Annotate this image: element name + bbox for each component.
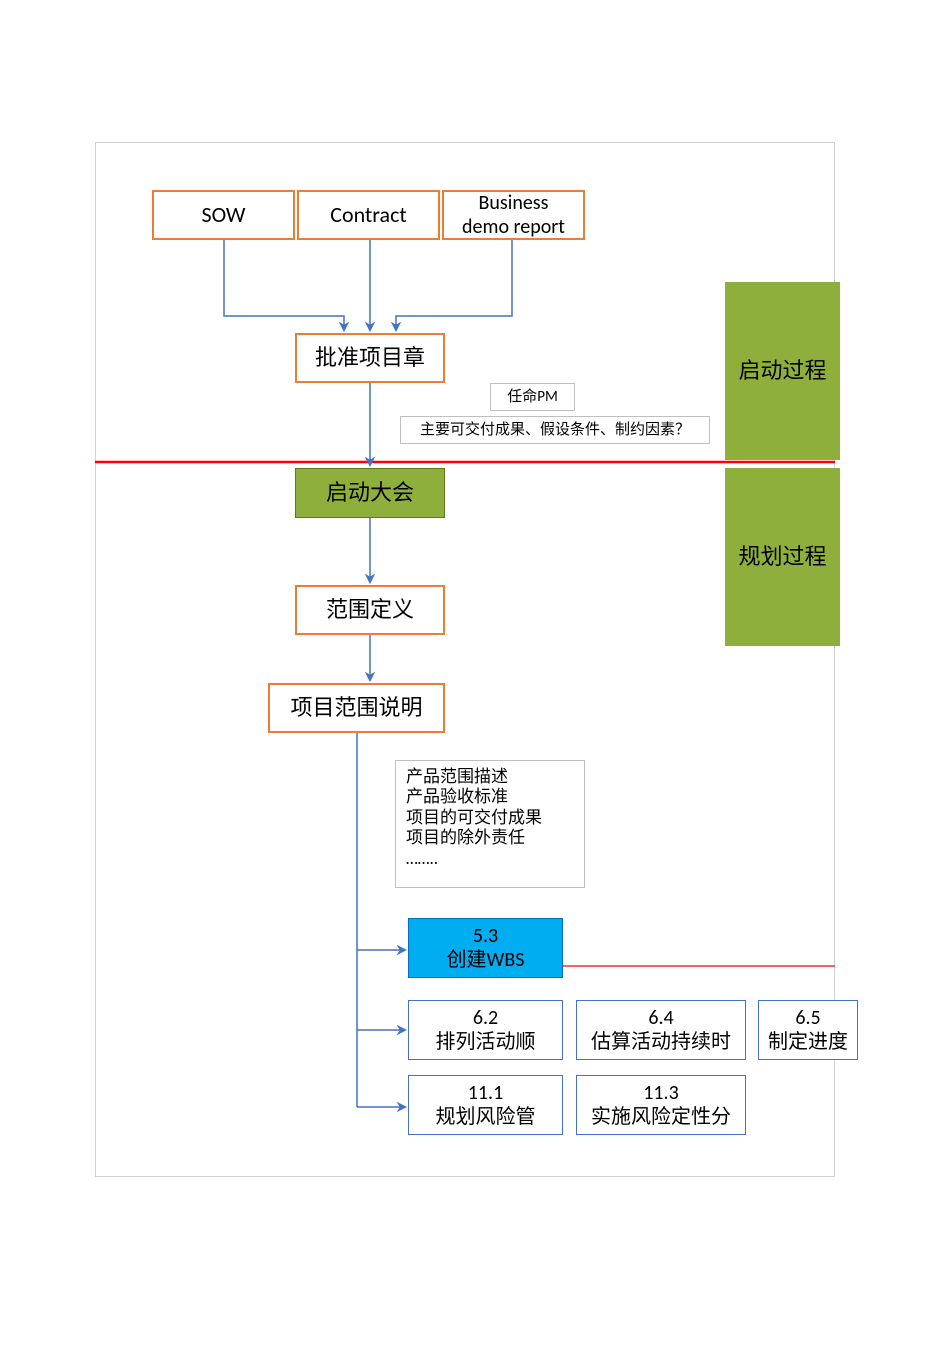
node-dur: 6.4 估算活动持续时 — [576, 1000, 746, 1060]
node-seq: 6.2 排列活动顺 — [408, 1000, 563, 1060]
node-riskqual: 11.3 实施风险定性分 — [576, 1075, 746, 1135]
node-charter: 批准项目章 — [295, 333, 445, 383]
node-pm: 任命PM — [490, 383, 575, 411]
node-riskplan: 11.1 规划风险管 — [408, 1075, 563, 1135]
node-scope-items: 产品范围描述 产品验收标准 项目的可交付成果 项目的除外责任 …….. — [395, 760, 585, 888]
node-deliv: 主要可交付成果、假设条件、制约因素？ — [400, 416, 710, 444]
node-wbs: 5.3 创建WBS — [408, 918, 563, 978]
node-sched: 6.5 制定进度 — [758, 1000, 858, 1060]
node-kickoff: 启动大会 — [295, 468, 445, 518]
node-scopestmt: 项目范围说明 — [268, 683, 445, 733]
node-bdr: Business demo report — [442, 190, 585, 240]
phase-start: 启动过程 — [725, 282, 840, 460]
flowchart-canvas: 启动过程规划过程 SOWContractBusiness demo report… — [0, 0, 950, 1345]
node-sow: SOW — [152, 190, 295, 240]
node-scopedef: 范围定义 — [295, 585, 445, 635]
node-contract: Contract — [297, 190, 440, 240]
phase-plan: 规划过程 — [725, 468, 840, 646]
